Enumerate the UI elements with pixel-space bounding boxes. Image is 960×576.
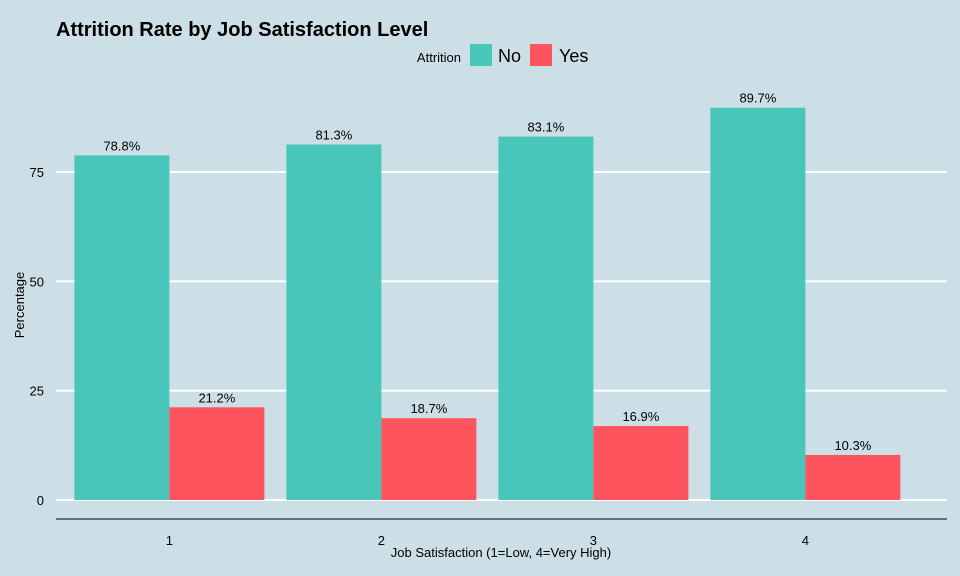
x-tick-label: 2	[378, 533, 385, 548]
y-tick-label: 75	[30, 165, 44, 180]
y-tick-label: 0	[37, 493, 44, 508]
y-axis-title: Percentage	[12, 272, 27, 339]
bar-yes-2	[381, 418, 477, 500]
data-label-yes-4: 10.3%	[834, 438, 871, 453]
data-label-no-3: 83.1%	[527, 120, 564, 135]
data-label-no-1: 78.8%	[103, 138, 140, 153]
data-label-yes-1: 21.2%	[198, 390, 235, 405]
legend-title: Attrition	[417, 50, 461, 65]
bar-no-4	[710, 107, 806, 500]
bar-no-1	[74, 155, 170, 500]
y-axis-ticks: 0 25 50 75	[30, 165, 44, 508]
x-tick-label: 1	[166, 533, 173, 548]
legend-label-no: No	[498, 46, 521, 66]
bar-no-3	[498, 136, 594, 501]
data-labels: 78.8% 21.2% 81.3% 18.7% 83.1% 16.9% 89.7% 10.3%	[103, 91, 871, 453]
data-label-no-2: 81.3%	[315, 127, 352, 142]
legend: Attrition No Yes	[417, 44, 588, 66]
x-axis-ticks: 1 2 3 4	[166, 533, 809, 548]
bar-yes-1	[169, 407, 265, 500]
data-label-no-4: 89.7%	[739, 91, 776, 106]
bar-yes-4	[805, 454, 901, 500]
bar-yes-3	[593, 426, 689, 500]
legend-label-yes: Yes	[559, 46, 588, 66]
legend-key-yes	[530, 44, 552, 66]
data-label-yes-3: 16.9%	[622, 409, 659, 424]
legend-key-no	[470, 44, 492, 66]
x-axis-title: Job Satisfaction (1=Low, 4=Very High)	[391, 545, 611, 560]
x-tick-label: 4	[802, 533, 809, 548]
y-tick-label: 25	[30, 384, 44, 399]
y-tick-label: 50	[30, 274, 44, 289]
data-label-yes-2: 18.7%	[410, 401, 447, 416]
bar-no-2	[286, 144, 382, 500]
bars	[74, 107, 901, 501]
x-tick-label: 3	[590, 533, 597, 548]
chart-title: Attrition Rate by Job Satisfaction Level	[56, 19, 428, 41]
